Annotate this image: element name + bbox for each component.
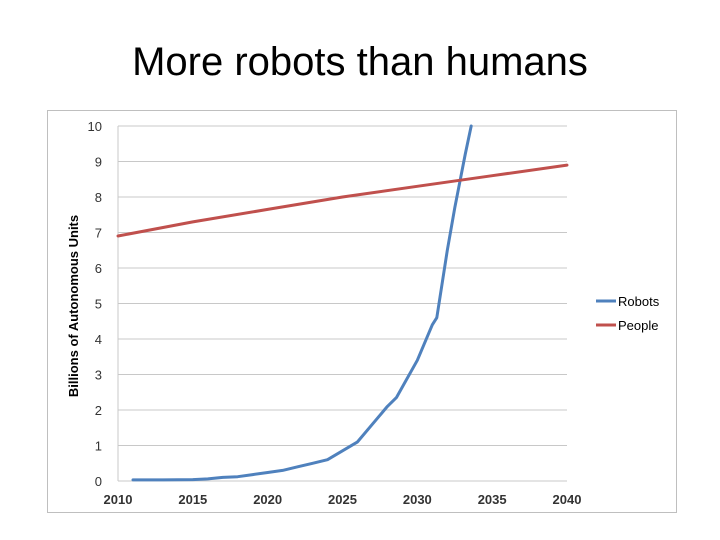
y-tick-0: 0	[95, 474, 102, 489]
series-line-robots	[131, 124, 473, 482]
y-tick-9: 9	[95, 155, 102, 170]
x-tick-2010: 2010	[104, 492, 133, 507]
line-chart: 0 1 2 3 4 5 6 7 8 9 10 2010 2015 2020 2025 2030 2035 204…	[66, 119, 660, 507]
chart-frame: 0 1 2 3 4 5 6 7 8 9 10 2010 2015 2020 2025 2030 2035 204…	[47, 110, 677, 513]
x-tick-2030: 2030	[403, 492, 432, 507]
y-tick-labels: 0 1 2 3 4 5 6 7 8 9 10	[88, 119, 102, 489]
y-tick-3: 3	[95, 368, 102, 383]
y-tick-2: 2	[95, 403, 102, 418]
x-tick-labels: 2010 2015 2020 2025 2030 2035 2040	[104, 492, 582, 507]
y-tick-5: 5	[95, 297, 102, 312]
series-line-people	[116, 163, 569, 238]
x-tick-2035: 2035	[478, 492, 507, 507]
legend-label-robots: Robots	[618, 294, 660, 309]
y-tick-10: 10	[88, 119, 102, 134]
y-tick-6: 6	[95, 261, 102, 276]
y-tick-8: 8	[95, 190, 102, 205]
series-lines	[116, 124, 569, 482]
y-tick-4: 4	[95, 332, 102, 347]
legend: Robots People	[596, 294, 660, 333]
x-tick-2020: 2020	[253, 492, 282, 507]
y-tick-7: 7	[95, 226, 102, 241]
grid-lines	[117, 125, 567, 482]
y-tick-1: 1	[95, 439, 102, 454]
x-tick-2025: 2025	[328, 492, 357, 507]
x-tick-2015: 2015	[178, 492, 207, 507]
slide-title: More robots than humans	[132, 40, 588, 84]
y-axis-title: Billions of Autonomous Units	[66, 215, 81, 397]
legend-label-people: People	[618, 318, 658, 333]
x-tick-2040: 2040	[553, 492, 582, 507]
